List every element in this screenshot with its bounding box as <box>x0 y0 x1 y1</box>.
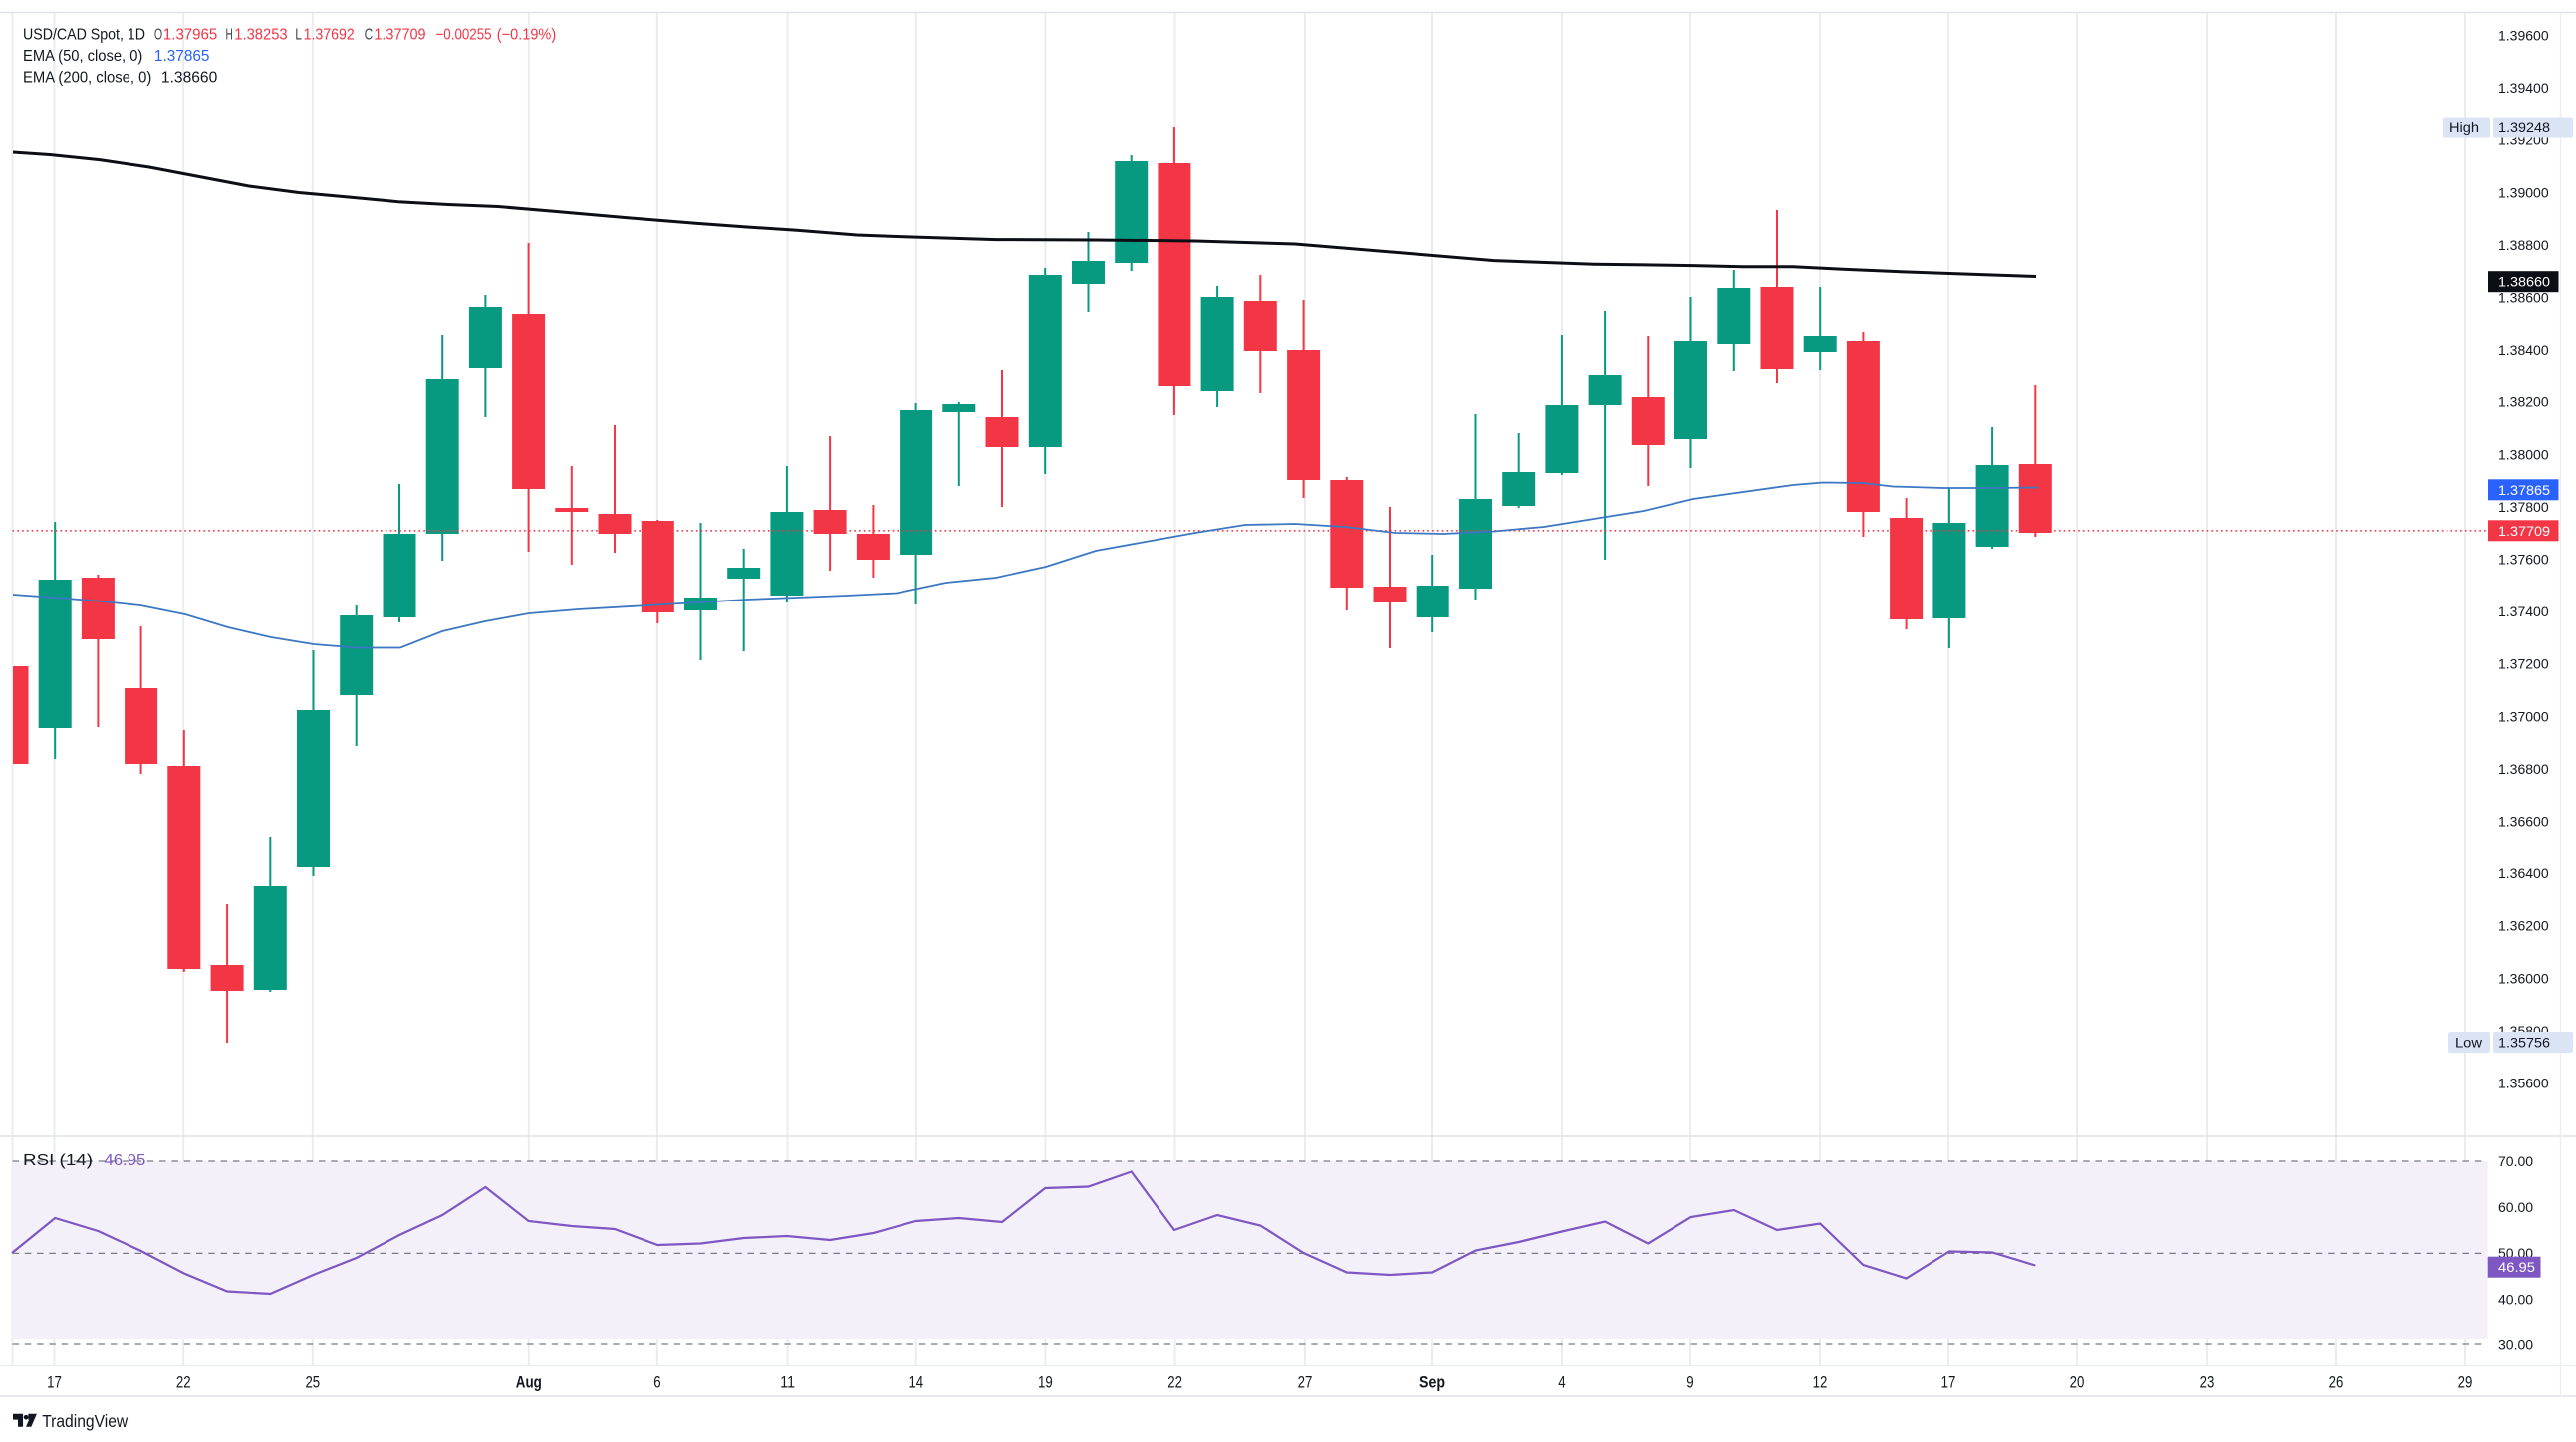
svg-text:Aug: Aug <box>516 1373 542 1391</box>
svg-text:1.37865: 1.37865 <box>154 48 210 65</box>
svg-text:1.37600: 1.37600 <box>2498 552 2549 568</box>
svg-text:EMA (50, close, 0): EMA (50, close, 0) <box>23 48 142 65</box>
svg-text:1.38253: 1.38253 <box>234 27 287 44</box>
svg-text:1.38600: 1.38600 <box>2498 290 2549 306</box>
svg-text:High: High <box>2449 120 2479 135</box>
svg-text:23: 23 <box>2200 1373 2215 1391</box>
svg-text:RSI (14): RSI (14) <box>23 1152 93 1169</box>
svg-text:O: O <box>154 27 162 44</box>
svg-text:17: 17 <box>1941 1373 1956 1391</box>
svg-text:14: 14 <box>908 1373 923 1391</box>
svg-text:USD/CAD Spot, 1D: USD/CAD Spot, 1D <box>23 27 145 44</box>
svg-text:40.00: 40.00 <box>2498 1291 2533 1307</box>
svg-text:1.37709: 1.37709 <box>374 27 425 44</box>
svg-text:L: L <box>295 27 302 44</box>
svg-text:1.35756: 1.35756 <box>2498 1035 2550 1051</box>
svg-text:6: 6 <box>653 1373 660 1391</box>
svg-text:11: 11 <box>780 1373 795 1391</box>
svg-text:1.39400: 1.39400 <box>2498 80 2549 96</box>
svg-text:46.95: 46.95 <box>104 1152 145 1169</box>
svg-text:1.37200: 1.37200 <box>2498 656 2549 672</box>
svg-text:1.38200: 1.38200 <box>2498 394 2549 410</box>
svg-text:TradingView: TradingView <box>42 1411 128 1431</box>
svg-text:60.00: 60.00 <box>2498 1199 2533 1215</box>
svg-text:C: C <box>365 27 374 44</box>
svg-text:17: 17 <box>47 1373 62 1391</box>
svg-text:1.37000: 1.37000 <box>2498 708 2549 724</box>
svg-text:H: H <box>226 27 233 44</box>
svg-text:1.36600: 1.36600 <box>2498 814 2549 830</box>
svg-text:1.37800: 1.37800 <box>2498 499 2549 515</box>
svg-text:1.37692: 1.37692 <box>304 27 355 44</box>
svg-text:30.00: 30.00 <box>2498 1336 2533 1352</box>
svg-text:70.00: 70.00 <box>2498 1153 2533 1169</box>
svg-text:−0.00255: −0.00255 <box>436 27 492 44</box>
svg-text:1.37965: 1.37965 <box>163 27 218 44</box>
svg-text:1.36000: 1.36000 <box>2498 970 2549 986</box>
svg-text:29: 29 <box>2458 1373 2473 1391</box>
svg-text:22: 22 <box>1167 1373 1182 1391</box>
svg-text:1.38660: 1.38660 <box>2498 274 2550 290</box>
svg-text:1.39600: 1.39600 <box>2498 28 2549 44</box>
svg-text:Low: Low <box>2455 1035 2483 1051</box>
svg-text:(−0.19%): (−0.19%) <box>497 27 556 44</box>
svg-text:22: 22 <box>176 1373 191 1391</box>
svg-text:1.36200: 1.36200 <box>2498 918 2549 934</box>
svg-text:1.38800: 1.38800 <box>2498 237 2549 253</box>
svg-text:46.95: 46.95 <box>2498 1259 2535 1275</box>
svg-text:1.37709: 1.37709 <box>2498 523 2550 539</box>
svg-text:9: 9 <box>1686 1373 1693 1391</box>
svg-text:1.35600: 1.35600 <box>2498 1076 2549 1091</box>
svg-text:1.37865: 1.37865 <box>2498 482 2550 498</box>
svg-text:EMA (200, close, 0): EMA (200, close, 0) <box>23 70 151 87</box>
svg-text:Sep: Sep <box>1419 1373 1445 1391</box>
svg-text:27: 27 <box>1298 1373 1313 1391</box>
svg-text:1.39248: 1.39248 <box>2498 120 2550 135</box>
svg-text:25: 25 <box>305 1373 320 1391</box>
svg-text:1.38660: 1.38660 <box>161 70 218 87</box>
svg-text:1.38000: 1.38000 <box>2498 446 2549 462</box>
svg-text:1.36400: 1.36400 <box>2498 865 2549 881</box>
svg-text:1.38400: 1.38400 <box>2498 342 2549 358</box>
svg-text:12: 12 <box>1813 1373 1828 1391</box>
svg-text:20: 20 <box>2070 1373 2085 1391</box>
svg-text:1.39000: 1.39000 <box>2498 184 2549 200</box>
svg-text:1.37400: 1.37400 <box>2498 603 2549 619</box>
svg-text:26: 26 <box>2329 1373 2344 1391</box>
svg-text:1.36800: 1.36800 <box>2498 761 2549 777</box>
svg-text:19: 19 <box>1038 1373 1053 1391</box>
svg-text:4: 4 <box>1558 1373 1565 1391</box>
